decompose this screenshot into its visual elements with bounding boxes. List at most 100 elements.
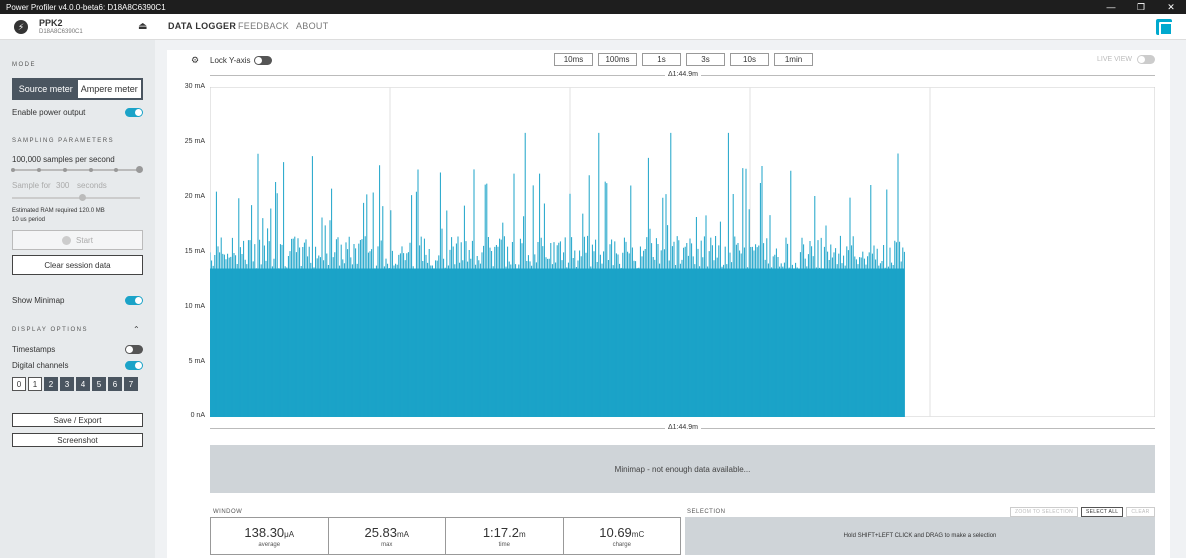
window-1s-button[interactable]: 1s	[642, 53, 681, 66]
main-panel: ⚙ Lock Y-axis 10ms 100ms 1s 3s 10s 1min …	[167, 50, 1170, 558]
stat-value: 138.30	[244, 524, 285, 540]
sample-for-label: Sample for	[12, 181, 51, 190]
minimap[interactable]: Minimap - not enough data available...	[210, 445, 1155, 493]
enable-power-label: Enable power output	[12, 108, 86, 117]
channel-2[interactable]: 2	[44, 377, 58, 391]
device-serial: D18A8C6390C1	[39, 29, 83, 35]
current-trace	[210, 132, 905, 417]
stat-label: max	[381, 541, 393, 548]
slider-step	[11, 168, 15, 172]
window-10s-button[interactable]: 10s	[730, 53, 769, 66]
stat-unit: m	[518, 529, 526, 539]
stat-value: 1:17.2	[482, 524, 519, 540]
tab-feedback[interactable]: FEEDBACK	[238, 21, 289, 31]
ampere-meter-button[interactable]: Ampere meter	[77, 80, 141, 98]
window-100ms-button[interactable]: 100ms	[598, 53, 637, 66]
selection-stats-label: SELECTION	[687, 509, 726, 515]
channel-7[interactable]: 7	[124, 377, 138, 391]
timestamps-label: Timestamps	[12, 345, 56, 354]
delta-bottom: Δ1:44.9m	[665, 424, 701, 431]
window-10ms-button[interactable]: 10ms	[554, 53, 593, 66]
tab-about[interactable]: ABOUT	[296, 21, 329, 31]
stat-max: 25.83mA max	[329, 518, 446, 554]
chevron-up-icon[interactable]: ⌃	[133, 325, 140, 334]
title-bar: Power Profiler v4.0.0-beta6: D18A8C6390C…	[0, 0, 1186, 14]
channel-1[interactable]: 1	[28, 377, 42, 391]
timestamps-toggle[interactable]	[125, 345, 143, 354]
stat-value: 25.83	[364, 524, 398, 540]
y-tick-label: 10 mA	[184, 303, 205, 310]
sample-rate-slider[interactable]	[12, 169, 140, 171]
sample-duration-slider[interactable]	[12, 197, 140, 199]
mode-heading: MODE	[12, 62, 36, 68]
sample-for-value[interactable]: 300	[56, 181, 70, 190]
channel-6[interactable]: 6	[108, 377, 122, 391]
device-name: PPK2	[39, 18, 63, 28]
y-tick-label: 0 nA	[190, 412, 205, 419]
sample-rate-handle[interactable]	[136, 166, 143, 173]
app-header: ⚡ PPK2 D18A8C6390C1 ⏏ DATA LOGGER FEEDBA…	[0, 14, 1186, 40]
stat-charge: 10.69mC charge	[564, 518, 681, 554]
display-options-heading: DISPLAY OPTIONS	[12, 327, 88, 333]
screenshot-button[interactable]: Screenshot	[12, 433, 143, 447]
minimize-icon[interactable]: —	[1106, 2, 1116, 12]
tab-data-logger[interactable]: DATA LOGGER	[168, 21, 237, 31]
slider-step	[89, 168, 93, 172]
channel-selector: 0 1 2 3 4 5 6 7	[12, 377, 138, 391]
eject-icon[interactable]: ⏏	[138, 21, 148, 32]
lightning-icon[interactable]: ⚡	[14, 20, 28, 34]
stat-average: 138.30μA average	[211, 518, 329, 554]
selection-panel[interactable]: Hold SHIFT+LEFT CLICK and DRAG to make a…	[685, 517, 1155, 555]
mode-switch: Source meter Ampere meter	[12, 78, 143, 100]
y-tick-label: 5 mA	[188, 358, 205, 365]
show-minimap-toggle[interactable]	[125, 296, 143, 305]
seconds-label: seconds	[77, 181, 107, 190]
stat-unit: mA	[397, 529, 410, 539]
select-all-button[interactable]: SELECT ALL	[1080, 507, 1124, 517]
y-tick-label: 25 mA	[184, 138, 205, 145]
stat-time: 1:17.2m time	[446, 518, 564, 554]
zoom-to-selection-button[interactable]: ZOOM TO SELECTION	[1010, 507, 1078, 517]
slider-step	[114, 168, 118, 172]
close-icon[interactable]: ✕	[1167, 1, 1175, 12]
channel-4[interactable]: 4	[76, 377, 90, 391]
window-stats-label: WINDOW	[213, 509, 243, 515]
nordic-logo-icon	[1156, 19, 1173, 36]
sampling-heading: SAMPLING PARAMETERS	[12, 138, 115, 144]
current-chart[interactable]	[210, 87, 1155, 417]
delta-top: Δ1:44.9m	[665, 71, 701, 78]
clear-selection-button[interactable]: CLEAR	[1126, 507, 1155, 517]
restore-icon[interactable]: ❐	[1136, 1, 1146, 12]
enable-power-toggle[interactable]	[125, 108, 143, 117]
sidebar: MODE Source meter Ampere meter Enable po…	[0, 40, 155, 558]
lock-y-axis-toggle[interactable]	[254, 56, 272, 65]
stat-label: time	[498, 541, 510, 548]
source-meter-button[interactable]: Source meter	[18, 84, 73, 94]
selection-buttons: ZOOM TO SELECTION SELECT ALL CLEAR	[1010, 507, 1155, 517]
slider-step	[63, 168, 67, 172]
sample-duration-handle[interactable]	[79, 194, 86, 201]
window-title: Power Profiler v4.0.0-beta6: D18A8C6390C…	[6, 2, 166, 12]
window-1min-button[interactable]: 1min	[774, 53, 813, 66]
digital-channels-label: Digital channels	[12, 361, 69, 370]
start-button[interactable]: Start	[12, 230, 143, 250]
stat-label: charge	[612, 541, 631, 548]
stat-unit: mC	[631, 529, 645, 539]
show-minimap-label: Show Minimap	[12, 296, 65, 305]
slider-step	[37, 168, 41, 172]
save-export-button[interactable]: Save / Export	[12, 413, 143, 427]
samples-rate-label: 100,000 samples per second	[12, 155, 115, 164]
stat-value: 10.69	[599, 524, 632, 540]
period-text: 10 us period	[12, 217, 46, 223]
channel-3[interactable]: 3	[60, 377, 74, 391]
channel-5[interactable]: 5	[92, 377, 106, 391]
window-3s-button[interactable]: 3s	[686, 53, 725, 66]
gear-icon[interactable]: ⚙	[191, 55, 200, 65]
live-view-toggle[interactable]	[1137, 55, 1155, 64]
lock-y-axis-label: Lock Y-axis	[210, 56, 251, 65]
digital-channels-toggle[interactable]	[125, 361, 143, 370]
channel-0[interactable]: 0	[12, 377, 26, 391]
clear-session-button[interactable]: Clear session data	[12, 255, 143, 275]
y-tick-label: 15 mA	[184, 248, 205, 255]
stat-unit: μA	[284, 529, 295, 539]
